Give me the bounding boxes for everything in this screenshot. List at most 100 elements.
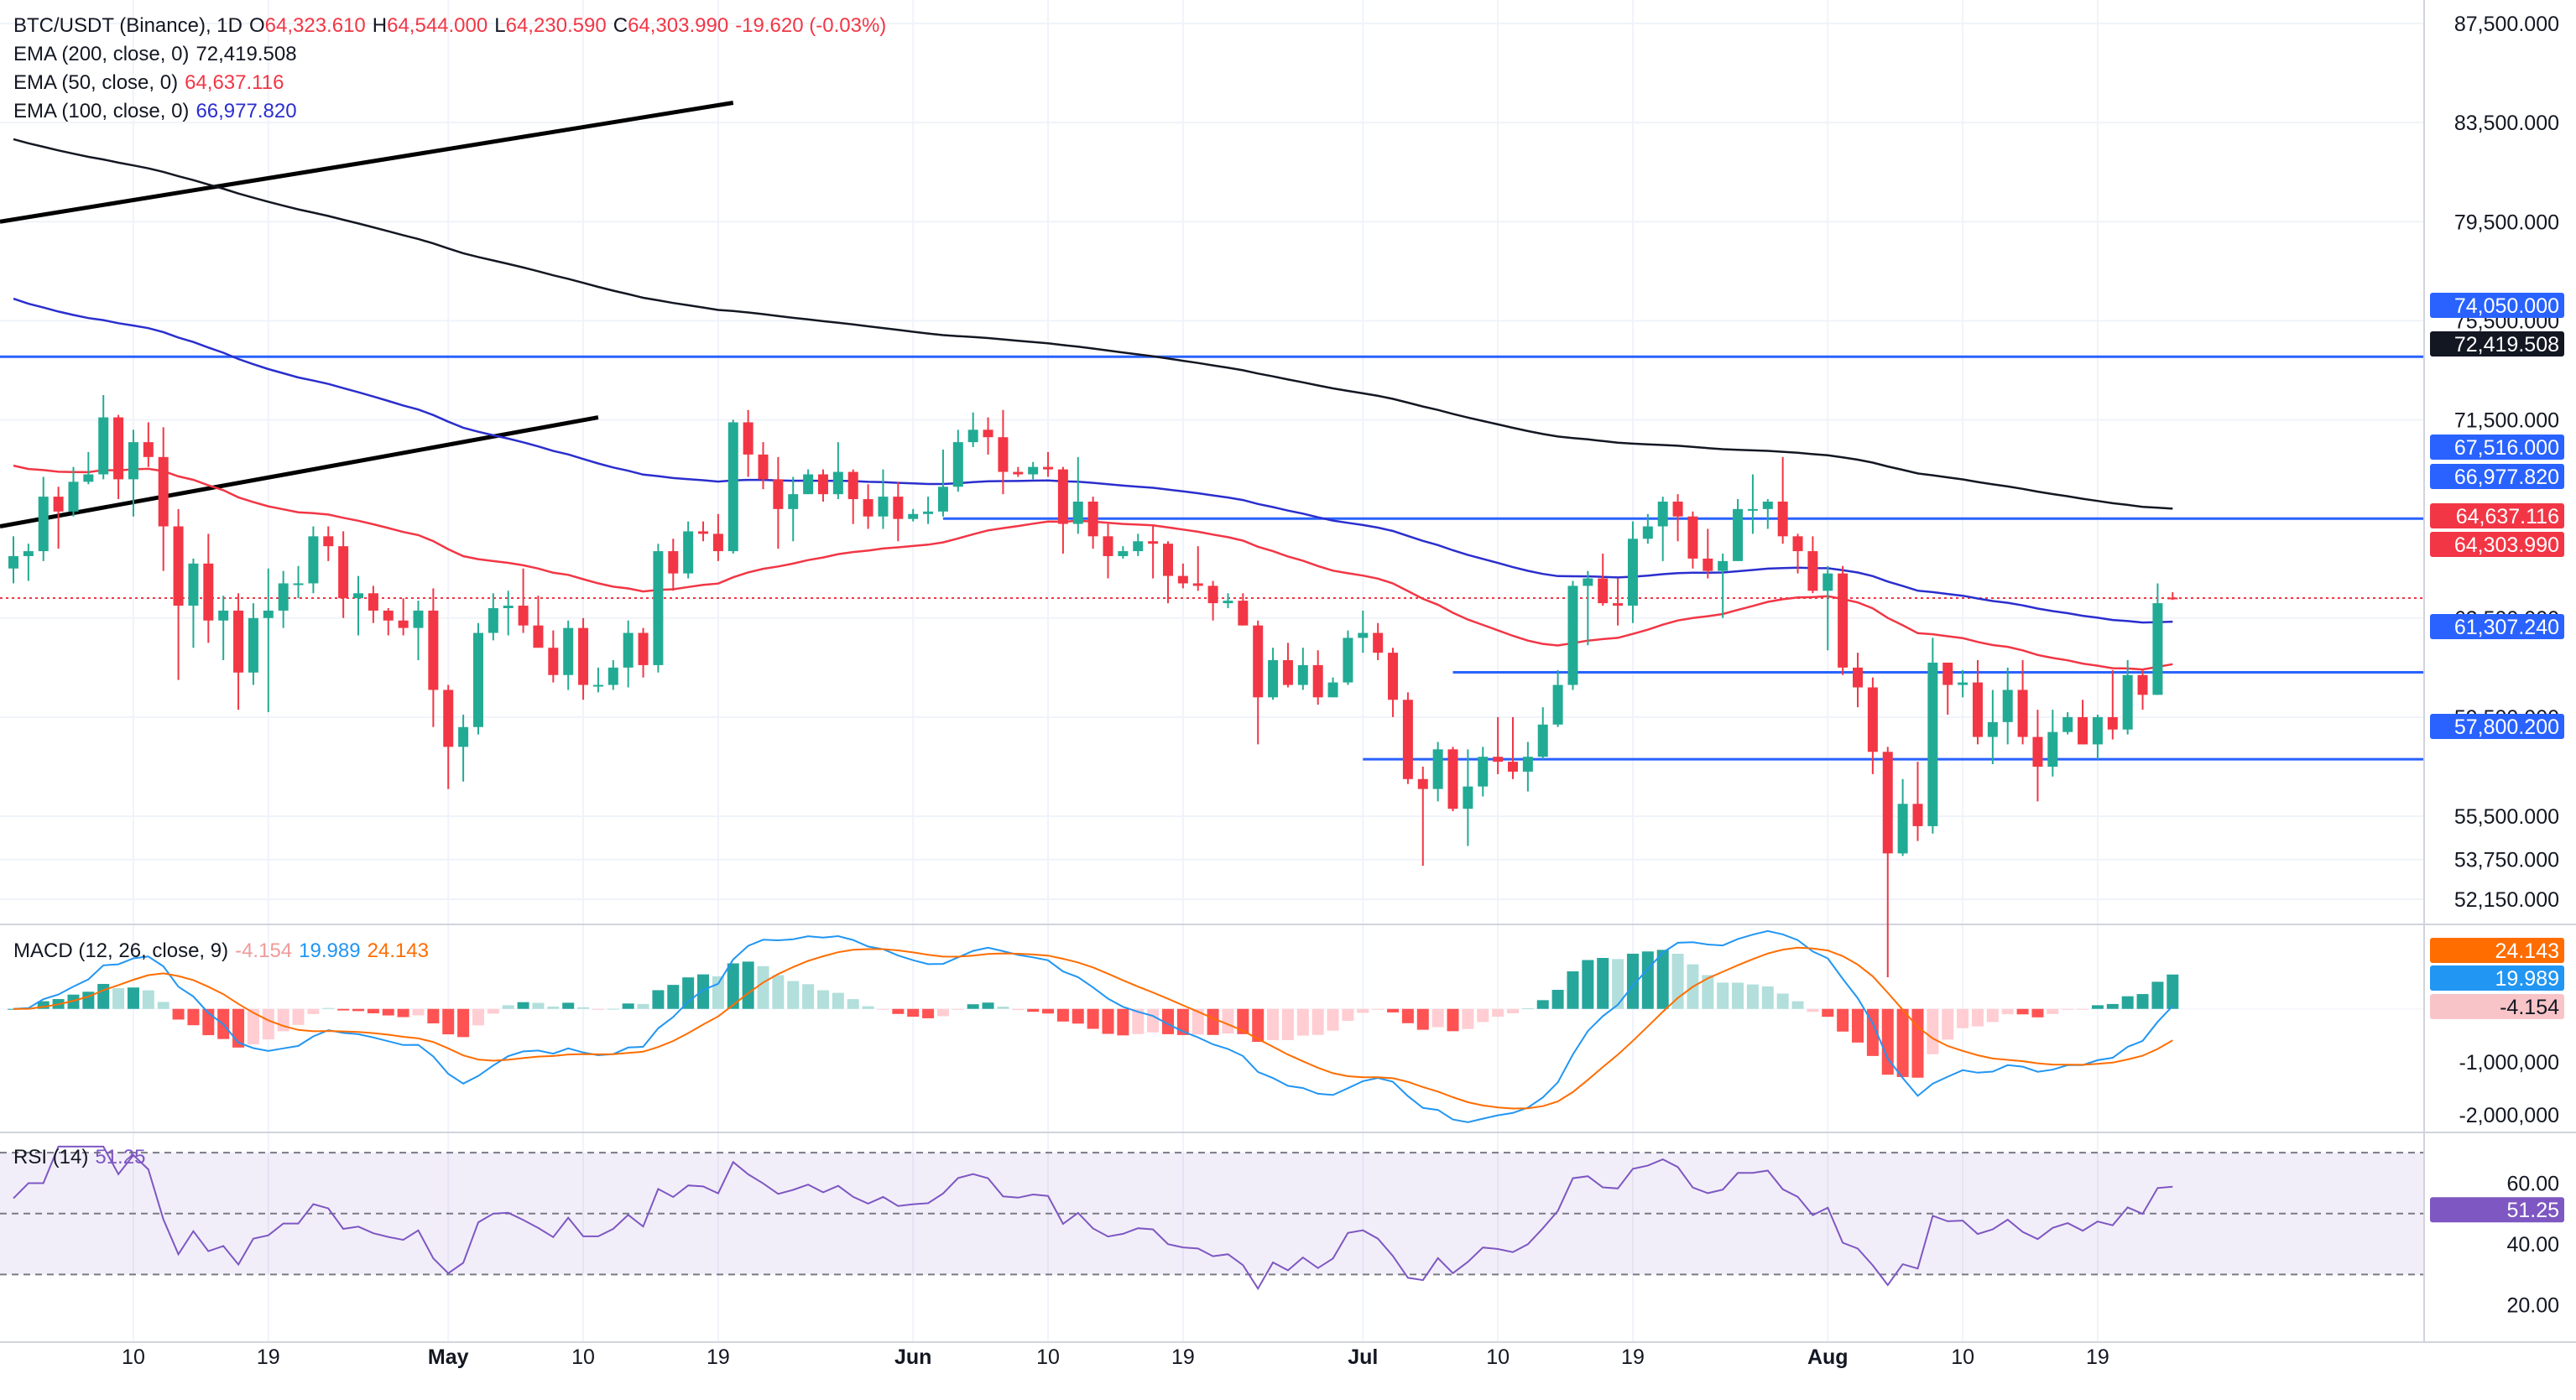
candle-up bbox=[1567, 586, 1578, 685]
ema100-legend[interactable]: EMA (100, close, 0) 66,977.820 bbox=[13, 97, 893, 126]
candle-up bbox=[563, 627, 574, 675]
macd-histogram-bar bbox=[1852, 1008, 1864, 1043]
macd-histogram-bar bbox=[742, 961, 754, 1009]
ema50-label: EMA (50, close, 0) bbox=[13, 71, 179, 94]
macd-signal-value: 24.143 bbox=[367, 939, 429, 962]
candle-down bbox=[158, 456, 169, 527]
macd-histogram-bar bbox=[1311, 1008, 1324, 1035]
candle-up bbox=[1133, 541, 1144, 552]
macd-histogram-bar bbox=[787, 981, 800, 1009]
price-tick-label: 83,500.000 bbox=[2454, 112, 2559, 135]
candle-up bbox=[308, 536, 319, 584]
price-badge-text: 57,800.200 bbox=[2454, 716, 2559, 739]
candle-down bbox=[1373, 632, 1384, 653]
macd-histogram-bar bbox=[1431, 1008, 1444, 1028]
macd-histogram-bar bbox=[352, 1008, 365, 1012]
candle-down bbox=[983, 429, 993, 438]
macd-legend[interactable]: MACD (12, 26, close, 9) -4.154 19.989 24.14… bbox=[13, 937, 435, 965]
macd-histogram-bar bbox=[607, 1008, 619, 1010]
candle-down bbox=[2137, 674, 2148, 695]
axes: 10 19 May 10 19 Jun 10 19 Jul 10 19 Aug 10 19 87,500.0… bbox=[122, 13, 2564, 1369]
price-badge-text: 64,303.990 bbox=[2454, 533, 2559, 557]
ema-lines bbox=[13, 138, 2173, 671]
macd-histogram-bar bbox=[922, 1008, 935, 1018]
macd-histogram-bar bbox=[1207, 1008, 1219, 1035]
macd-histogram-bar bbox=[1641, 951, 1654, 1009]
candle-down bbox=[1687, 516, 1698, 559]
macd-histogram-bar bbox=[1056, 1008, 1069, 1022]
price-badge bbox=[2430, 331, 2564, 357]
candle-up bbox=[788, 494, 799, 509]
candle-down bbox=[1613, 603, 1624, 606]
macd-histogram-bar bbox=[1866, 1008, 1879, 1056]
macd-histogram-bar bbox=[936, 1008, 949, 1017]
time-tick-label: 10 bbox=[122, 1345, 145, 1369]
macd-histogram-bar bbox=[1702, 975, 1714, 1009]
macd-histogram-bar bbox=[1656, 950, 1669, 1009]
macd-histogram-bar bbox=[67, 994, 80, 1009]
macd-histogram-bar bbox=[1807, 1008, 1819, 1012]
time-tick-label: 19 bbox=[707, 1345, 730, 1369]
candle-down bbox=[743, 422, 754, 455]
macd-histogram-bar bbox=[112, 987, 125, 1009]
macd-histogram-bar bbox=[1102, 1008, 1114, 1034]
macd-histogram-bar bbox=[307, 1008, 320, 1014]
candle-down bbox=[1777, 501, 1788, 537]
macd-histogram-bar bbox=[2136, 994, 2149, 1009]
macd-histogram-bar bbox=[1387, 1008, 1400, 1012]
macd-histogram-bar bbox=[1401, 1008, 1414, 1023]
macd-histogram-bar bbox=[1896, 1008, 1909, 1078]
macd-line bbox=[13, 929, 2174, 1123]
macd-histogram-bar bbox=[187, 1008, 200, 1026]
symbol-label[interactable]: BTC/USDT (Binance), 1D bbox=[13, 14, 242, 37]
candle-down bbox=[863, 499, 873, 517]
macd-histogram-bar bbox=[562, 1002, 575, 1009]
macd-histogram-bar bbox=[1626, 953, 1639, 1009]
ema50-legend[interactable]: EMA (50, close, 0) 64,637.116 bbox=[13, 69, 893, 97]
macd-badge bbox=[2430, 965, 2564, 991]
candle-up bbox=[2152, 603, 2163, 695]
candle-down bbox=[638, 632, 649, 665]
candle-down bbox=[1867, 687, 1878, 752]
candle-down bbox=[1703, 558, 1713, 571]
macd-label: MACD (12, 26, close, 9) bbox=[13, 939, 229, 962]
macd-histogram-bar bbox=[667, 985, 680, 1009]
ema100-value: 66,977.820 bbox=[196, 100, 297, 122]
price-badge-text: 61,307.240 bbox=[2454, 616, 2559, 639]
candle-down bbox=[1972, 682, 1983, 737]
macd-signal-line bbox=[13, 946, 2173, 1110]
macd-histogram-bar bbox=[517, 1002, 529, 1009]
macd-hist-value: -4.154 bbox=[235, 939, 293, 962]
candle-up bbox=[937, 487, 948, 512]
candle-up bbox=[1822, 573, 1833, 591]
macd-histogram-bar bbox=[2077, 1008, 2089, 1010]
macd-histogram-bar bbox=[1176, 1008, 1189, 1035]
candle-up bbox=[803, 474, 814, 495]
rsi-legend[interactable]: RSI (14) 51.25 bbox=[13, 1143, 152, 1172]
macd-histogram-bar bbox=[1161, 1008, 1174, 1034]
macd-histogram-bar bbox=[157, 1002, 169, 1009]
macd-histogram-bar bbox=[757, 965, 769, 1009]
price-legend: BTC/USDT (Binance), 1D O64,323.610 H64,544… bbox=[13, 12, 893, 126]
candle-down bbox=[1253, 625, 1264, 698]
price-badge bbox=[2430, 614, 2564, 639]
candle-up bbox=[2047, 731, 2058, 767]
candle-up bbox=[1268, 660, 1279, 698]
price-badge bbox=[2430, 503, 2564, 528]
candle-down bbox=[773, 479, 784, 509]
candle-up bbox=[1432, 749, 1443, 789]
candle-up bbox=[1927, 662, 1938, 826]
macd-histogram-bar bbox=[1117, 1008, 1129, 1036]
macd-histogram-bar bbox=[982, 1002, 994, 1009]
price-badge-text: 64,637.116 bbox=[2456, 505, 2559, 528]
candle-down bbox=[338, 546, 349, 599]
macd-histogram-bar bbox=[1837, 1008, 1849, 1032]
time-tick-label: Jun bbox=[894, 1345, 931, 1369]
macd-histogram-bar bbox=[1567, 971, 1579, 1009]
price-badge-text: 67,516.000 bbox=[2454, 436, 2559, 460]
ema200-legend[interactable]: EMA (200, close, 0) 72,419.508 bbox=[13, 40, 893, 69]
candle-up bbox=[188, 563, 199, 606]
candle-down bbox=[998, 437, 1009, 472]
macd-histogram-bar bbox=[1237, 1008, 1249, 1034]
